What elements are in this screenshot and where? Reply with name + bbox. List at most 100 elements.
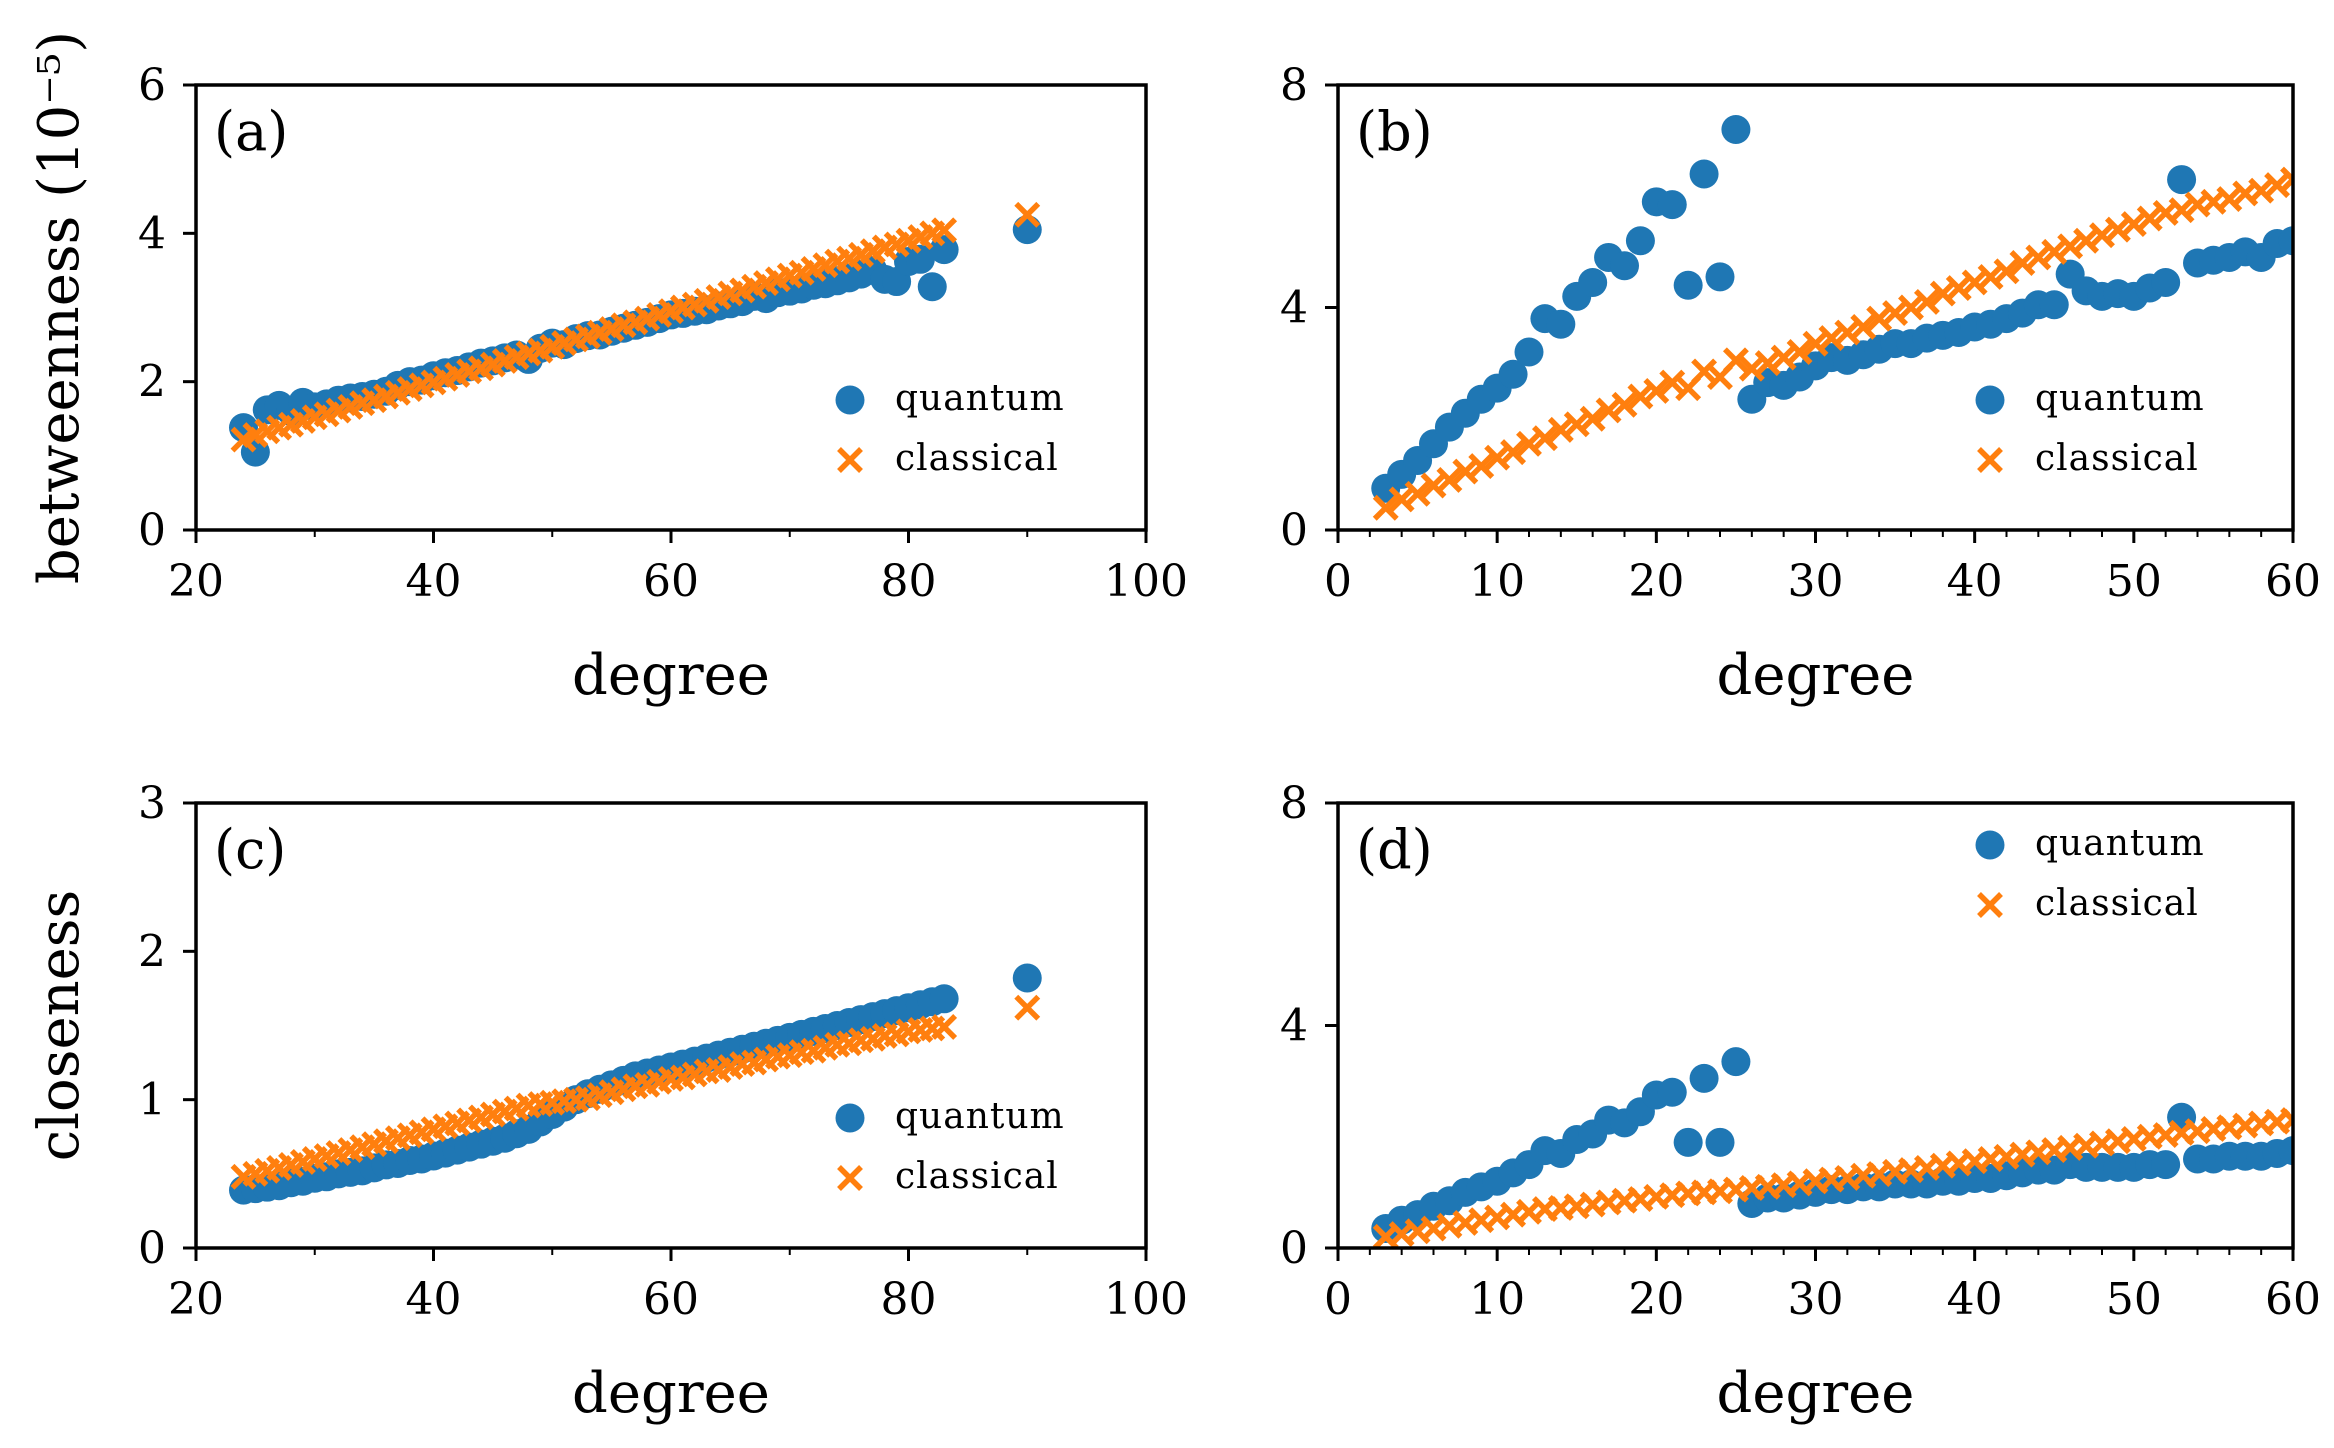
x-tick-label: 10	[1469, 556, 1525, 607]
panel-label: (a)	[214, 100, 288, 163]
classical-point	[2120, 211, 2147, 238]
classical-point	[1014, 201, 1041, 228]
quantum-point	[917, 272, 947, 302]
quantum-point	[1012, 963, 1042, 993]
classical-point	[1563, 411, 1590, 438]
x-tick-label: 100	[1104, 556, 1188, 607]
quantum-point	[1610, 251, 1639, 281]
quantum-point	[2278, 1136, 2293, 1166]
legend-classical-marker	[837, 447, 863, 473]
quantum-point	[1705, 262, 1735, 292]
x-tick-label: 0	[1324, 1274, 1352, 1325]
series-classical	[1372, 166, 2293, 521]
x-tick-label: 50	[2106, 1274, 2162, 1325]
y-tick-label: 1	[138, 1075, 166, 1126]
y-tick-label: 2	[138, 926, 166, 977]
plot-area	[1371, 115, 2293, 521]
classical-point	[1850, 314, 1877, 340]
quantum-point	[2278, 226, 2293, 256]
classical-point	[2041, 238, 2068, 265]
x-tick-label: 0	[1324, 556, 1352, 607]
x-tick-label: 80	[881, 556, 937, 607]
x-tick-label: 40	[406, 556, 462, 607]
classical-point	[1929, 280, 1956, 307]
panel-b: 0 10 20 30 40 50 60 0 4 8 degree (b) quantum classica…	[1280, 60, 2321, 708]
series-classical	[1372, 1107, 2293, 1248]
y-tick-label: 0	[1280, 505, 1308, 556]
y-tick-label: 0	[138, 1223, 166, 1274]
x-tick-label: 60	[2265, 556, 2321, 607]
legend-classical-marker	[837, 1165, 863, 1191]
x-axis-label: degree	[1717, 1361, 1915, 1426]
legend-label-classical: classical	[895, 438, 1059, 479]
quantum-point	[2151, 267, 2181, 297]
classical-point	[1388, 486, 1415, 513]
classical-point	[1913, 288, 1940, 315]
legend-label-classical: classical	[2035, 883, 2199, 924]
panel-label: (d)	[1356, 818, 1433, 881]
classical-point	[2089, 222, 2115, 249]
classical-point	[1643, 377, 1670, 404]
panel-c: 20 40 60 80 100 0 1 2 3 degree closeness (c) quantum…	[27, 778, 1188, 1426]
classical-point	[1531, 425, 1558, 452]
quantum-point	[929, 235, 959, 265]
legend: quantum classical	[835, 1096, 1065, 1197]
panel-d: 0 10 20 30 40 50 60 0 4 8 degree (d) quantum classica…	[1280, 778, 2321, 1426]
quantum-point	[1673, 270, 1703, 300]
legend: quantum classical	[1975, 823, 2204, 924]
x-tick-label: 60	[2265, 1274, 2321, 1325]
classical-point	[2073, 227, 2100, 254]
x-tick-label: 50	[2106, 556, 2162, 607]
classical-point	[1579, 405, 1606, 432]
quantum-point	[1012, 215, 1042, 245]
x-tick-label: 100	[1104, 1274, 1188, 1325]
y-tick-label: 8	[1280, 60, 1308, 111]
legend-classical-marker	[1977, 892, 2003, 918]
classical-point	[1627, 383, 1654, 410]
classical-point	[1516, 430, 1542, 457]
quantum-point	[1721, 1047, 1751, 1077]
x-tick-label: 20	[1628, 556, 1684, 607]
classical-point	[1691, 358, 1718, 385]
classical-point	[1452, 458, 1479, 485]
series-quantum	[1371, 1047, 2293, 1244]
classical-point	[1547, 416, 1574, 443]
series-classical	[230, 201, 1041, 453]
y-tick-label: 6	[138, 60, 166, 111]
x-axis-label: degree	[572, 1361, 770, 1426]
classical-point	[2136, 205, 2163, 232]
quantum-point	[1705, 1127, 1735, 1157]
quantum-point	[1689, 159, 1719, 189]
x-tick-label: 80	[881, 1274, 937, 1325]
y-tick-label: 8	[1280, 778, 1308, 829]
quantum-point	[905, 244, 935, 274]
classical-point	[2025, 244, 2052, 271]
y-axis-label: closeness	[27, 890, 92, 1162]
legend-label-quantum: quantum	[895, 1096, 1065, 1137]
quantum-point	[929, 984, 959, 1014]
classical-point	[1834, 319, 1861, 346]
classical-point	[1014, 994, 1041, 1021]
classical-point	[1738, 355, 1765, 382]
classical-point	[1770, 344, 1797, 371]
classical-point	[1866, 305, 1893, 332]
x-tick-label: 60	[643, 556, 699, 607]
legend-quantum-marker	[835, 385, 865, 415]
x-axis-label: degree	[1717, 643, 1915, 708]
classical-point	[1898, 294, 1924, 321]
x-tick-label: 10	[1469, 1274, 1525, 1325]
classical-point	[2280, 166, 2293, 193]
plot-area	[1371, 1047, 2293, 1248]
y-tick-label: 4	[138, 208, 166, 259]
panel-label: (c)	[214, 818, 286, 881]
quantum-point	[1657, 190, 1687, 220]
classical-point	[1961, 269, 1988, 296]
y-tick-label: 3	[138, 778, 166, 829]
quantum-point	[1578, 267, 1608, 297]
quantum-point	[1721, 115, 1751, 144]
classical-point	[1372, 494, 1399, 521]
classical-point	[1595, 397, 1622, 424]
quantum-point	[1689, 1063, 1719, 1093]
x-tick-label: 40	[1947, 1274, 2003, 1325]
